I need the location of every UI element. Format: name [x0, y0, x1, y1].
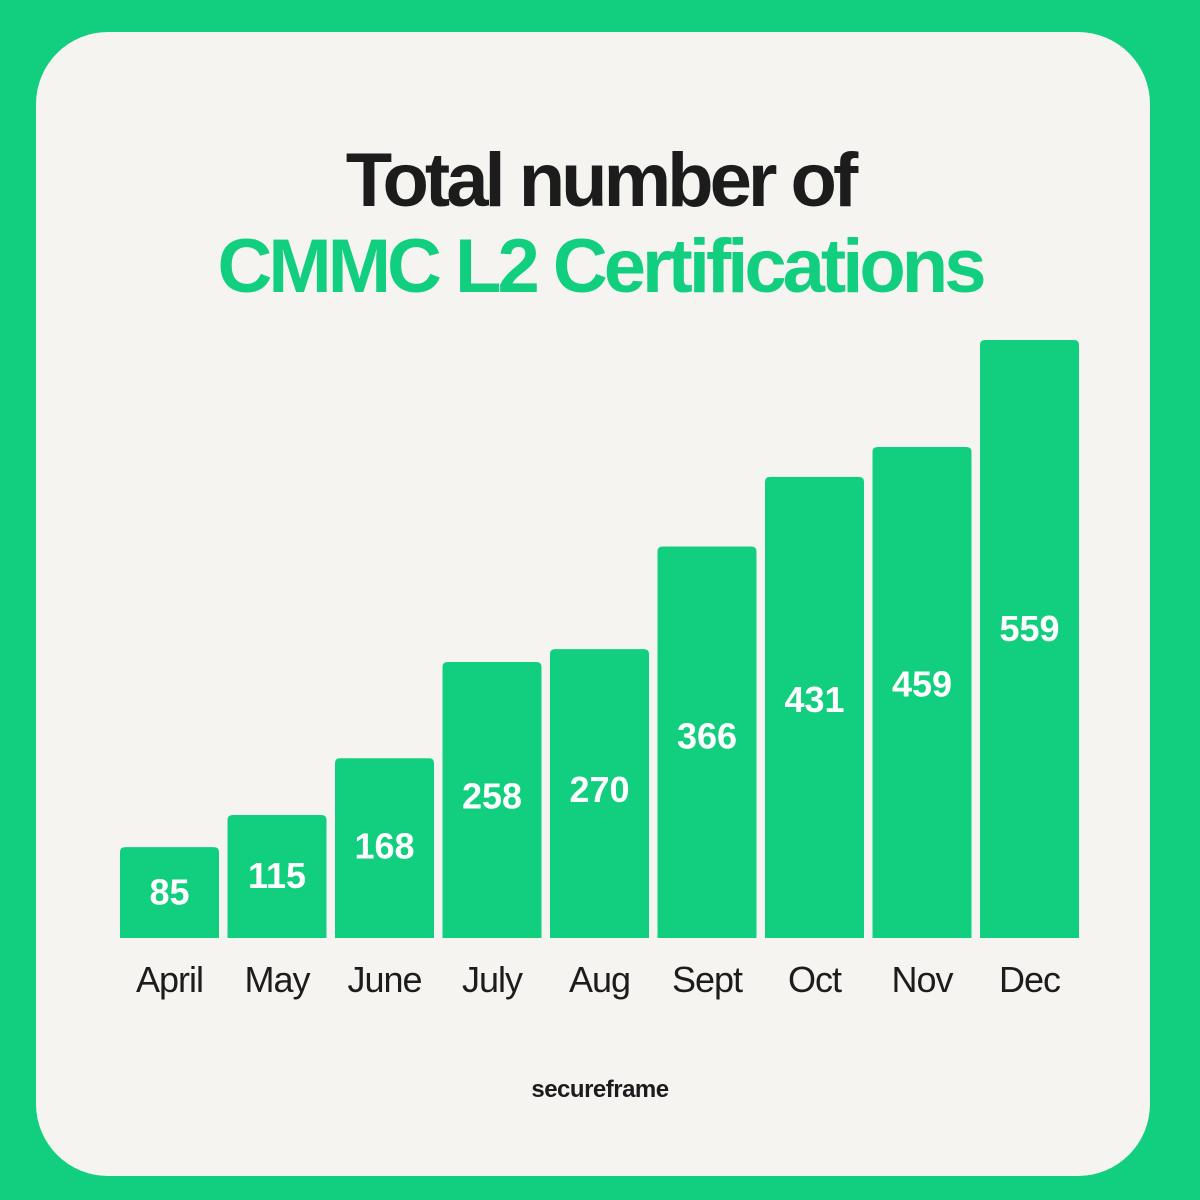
- bar-nov: [872, 446, 972, 938]
- bar-dec: [980, 340, 1079, 938]
- x-tick-label: Nov: [891, 959, 953, 1000]
- x-tick-label: Dec: [999, 959, 1061, 1000]
- bar-june: [335, 758, 434, 938]
- bar-value-label: 85: [149, 872, 189, 913]
- bar-oct: [765, 476, 864, 938]
- brand-logo-text: secureframe: [531, 1076, 669, 1103]
- title-line-1: Total number of: [345, 138, 859, 223]
- bar-value-label: 115: [248, 855, 306, 896]
- bar-value-label: 366: [677, 715, 737, 756]
- bar-value-label: 258: [462, 775, 522, 816]
- x-tick-label: July: [462, 959, 523, 1000]
- bar-july: [442, 662, 542, 938]
- chart-title: Total number of CMMC L2 Certifications: [0, 138, 1200, 310]
- bar-value-label: 459: [892, 664, 952, 705]
- x-tick-label: May: [244, 959, 310, 1000]
- x-tick-label: June: [347, 959, 421, 1000]
- x-tick-label: April: [136, 959, 203, 1000]
- title-line-2: CMMC L2 Certifications: [217, 224, 987, 309]
- x-tick-label: Aug: [569, 959, 630, 1000]
- bar-value-label: 431: [784, 679, 844, 720]
- bar-value-label: 559: [999, 608, 1059, 649]
- bar-sept: [657, 546, 757, 938]
- x-tick-label: Oct: [788, 959, 842, 1000]
- bar-value-label: 270: [569, 769, 629, 810]
- x-tick-label: Sept: [672, 959, 743, 1000]
- bar-value-label: 168: [354, 826, 414, 867]
- bar-aug: [550, 649, 649, 938]
- bar-april: [120, 847, 219, 938]
- bar-may: [227, 814, 327, 938]
